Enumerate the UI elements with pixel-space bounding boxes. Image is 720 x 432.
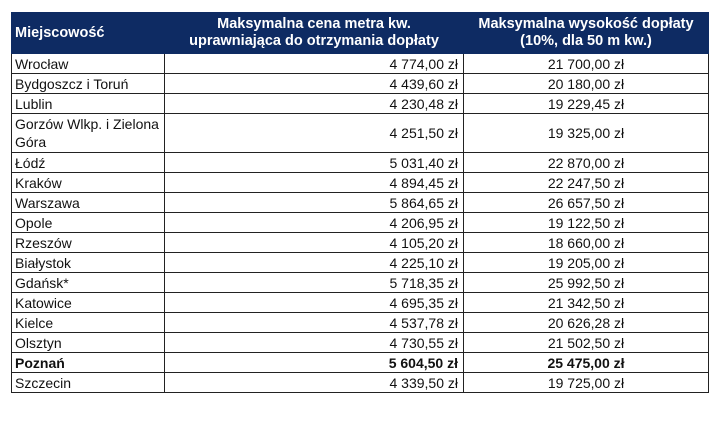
- city-cell: Szczecin: [11, 372, 165, 393]
- table-row: Olsztyn 4 730,55 zł 21 502,50 zł: [11, 332, 709, 353]
- table-row: Warszawa 5 864,65 zł 26 657,50 zł: [11, 192, 709, 213]
- price-cell: 4 225,10 zł: [164, 252, 464, 273]
- header-city: Miejscowość: [11, 12, 165, 54]
- price-cell: 4 206,95 zł: [164, 212, 464, 233]
- subsidy-cell: 25 992,50 zł: [463, 272, 709, 293]
- price-cell: 4 230,48 zł: [164, 93, 464, 114]
- table-row: Łódź 5 031,40 zł 22 870,00 zł: [11, 152, 709, 173]
- table-row: Katowice 4 695,35 zł 21 342,50 zł: [11, 292, 709, 313]
- subsidy-table-container: Miejscowość Maksymalna cena metra kw. up…: [11, 12, 709, 393]
- table-row: Opole 4 206,95 zł 19 122,50 zł: [11, 212, 709, 233]
- header-max-price-line2: uprawniająca do otrzymania dopłaty: [189, 33, 439, 49]
- price-cell: 4 439,60 zł: [164, 73, 464, 94]
- table-row: Szczecin 4 339,50 zł 19 725,00 zł: [11, 372, 709, 393]
- city-cell: Warszawa: [11, 192, 165, 213]
- city-cell: Lublin: [11, 93, 165, 114]
- price-cell: 4 894,45 zł: [164, 172, 464, 193]
- city-cell: Gorzów Wlkp. i Zielona Góra: [11, 113, 165, 153]
- subsidy-cell: 19 725,00 zł: [463, 372, 709, 393]
- city-cell: Katowice: [11, 292, 165, 313]
- subsidy-cell: 20 180,00 zł: [463, 73, 709, 94]
- header-city-label: Miejscowość: [15, 24, 105, 41]
- price-cell: 5 031,40 zł: [164, 152, 464, 173]
- subsidy-cell: 19 325,00 zł: [463, 113, 709, 153]
- subsidy-cell: 19 229,45 zł: [463, 93, 709, 114]
- table-row: Rzeszów 4 105,20 zł 18 660,00 zł: [11, 232, 709, 253]
- city-cell: Rzeszów: [11, 232, 165, 253]
- city-cell: Łódź: [11, 152, 165, 173]
- city-cell: Wrocław: [11, 53, 165, 74]
- city-cell: Olsztyn: [11, 332, 165, 353]
- subsidy-table: Miejscowość Maksymalna cena metra kw. up…: [11, 12, 709, 393]
- price-cell: 5 864,65 zł: [164, 192, 464, 213]
- subsidy-cell: 19 205,00 zł: [463, 252, 709, 273]
- price-cell: 4 105,20 zł: [164, 232, 464, 253]
- price-cell: 5 604,50 zł: [164, 352, 464, 373]
- table-row-highlighted: Poznań 5 604,50 zł 25 475,00 zł: [11, 352, 709, 373]
- table-row: Wrocław 4 774,00 zł 21 700,00 zł: [11, 53, 709, 74]
- city-cell: Bydgoszcz i Toruń: [11, 73, 165, 94]
- city-cell: Poznań: [11, 352, 165, 373]
- price-cell: 4 774,00 zł: [164, 53, 464, 74]
- header-max-subsidy: Maksymalna wysokość dopłaty (10%, dla 50…: [463, 12, 709, 54]
- subsidy-cell: 21 700,00 zł: [463, 53, 709, 74]
- price-cell: 4 730,55 zł: [164, 332, 464, 353]
- table-row: Gdańsk* 5 718,35 zł 25 992,50 zł: [11, 272, 709, 293]
- subsidy-cell: 19 122,50 zł: [463, 212, 709, 233]
- price-cell: 4 251,50 zł: [164, 113, 464, 153]
- price-cell: 5 718,35 zł: [164, 272, 464, 293]
- city-cell: Gdańsk*: [11, 272, 165, 293]
- city-cell: Białystok: [11, 252, 165, 273]
- header-max-subsidy-line1: Maksymalna wysokość dopłaty: [478, 16, 694, 32]
- table-row: Gorzów Wlkp. i Zielona Góra 4 251,50 zł …: [11, 113, 709, 153]
- subsidy-cell: 26 657,50 zł: [463, 192, 709, 213]
- header-max-price-line1: Maksymalna cena metra kw.: [217, 16, 411, 32]
- subsidy-cell: 21 502,50 zł: [463, 332, 709, 353]
- table-row: Kielce 4 537,78 zł 20 626,28 zł: [11, 312, 709, 333]
- price-cell: 4 537,78 zł: [164, 312, 464, 333]
- table-row: Kraków 4 894,45 zł 22 247,50 zł: [11, 172, 709, 193]
- table-row: Lublin 4 230,48 zł 19 229,45 zł: [11, 93, 709, 114]
- subsidy-cell: 22 870,00 zł: [463, 152, 709, 173]
- city-cell: Opole: [11, 212, 165, 233]
- header-row: Miejscowość Maksymalna cena metra kw. up…: [11, 12, 709, 54]
- price-cell: 4 695,35 zł: [164, 292, 464, 313]
- header-max-price: Maksymalna cena metra kw. uprawniająca d…: [164, 12, 464, 54]
- subsidy-cell: 25 475,00 zł: [463, 352, 709, 373]
- table-row: Bydgoszcz i Toruń 4 439,60 zł 20 180,00 …: [11, 73, 709, 94]
- subsidy-cell: 18 660,00 zł: [463, 232, 709, 253]
- city-cell: Kielce: [11, 312, 165, 333]
- subsidy-cell: 20 626,28 zł: [463, 312, 709, 333]
- header-max-subsidy-line2: (10%, dla 50 m kw.): [520, 33, 652, 49]
- city-cell: Kraków: [11, 172, 165, 193]
- subsidy-cell: 21 342,50 zł: [463, 292, 709, 313]
- subsidy-cell: 22 247,50 zł: [463, 172, 709, 193]
- price-cell: 4 339,50 zł: [164, 372, 464, 393]
- table-row: Białystok 4 225,10 zł 19 205,00 zł: [11, 252, 709, 273]
